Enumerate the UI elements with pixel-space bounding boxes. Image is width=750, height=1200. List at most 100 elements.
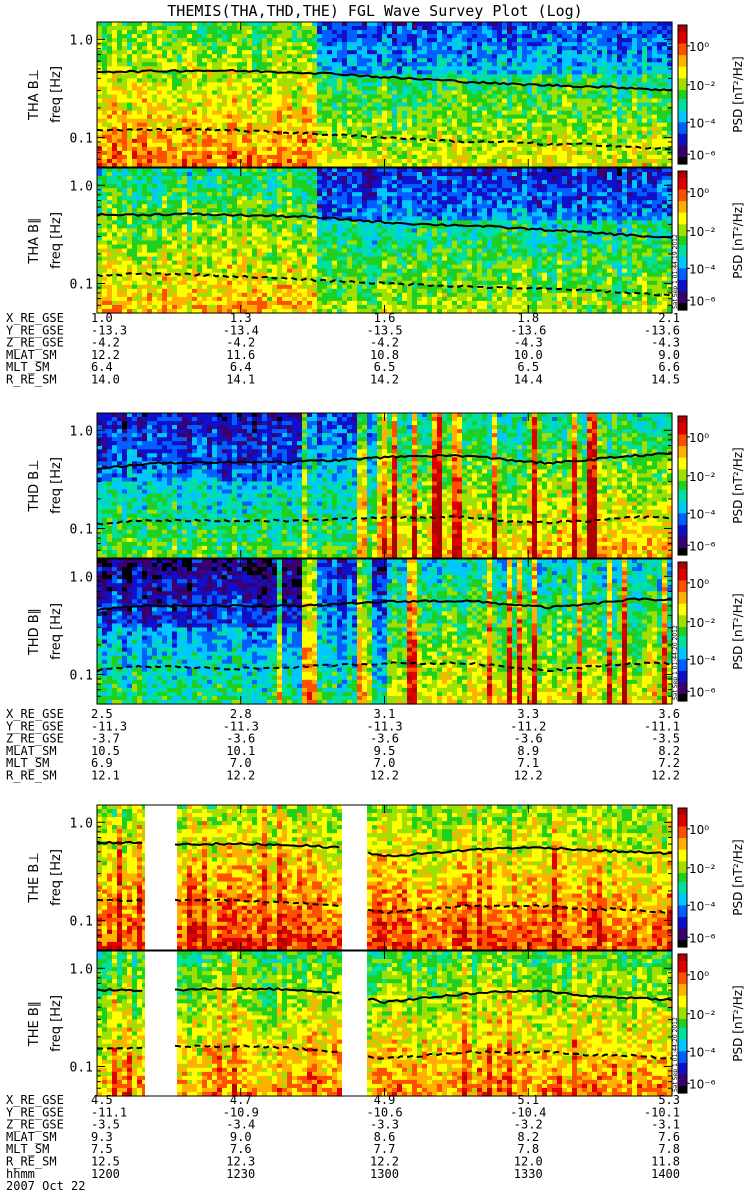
- spectrogram-cell: [567, 50, 573, 55]
- spectrogram-cell: [192, 111, 198, 116]
- spectrogram-cell: [647, 78, 653, 83]
- spectrogram-cell: [662, 58, 668, 63]
- spectrogram-cell: [582, 155, 588, 160]
- spectrogram-cell: [137, 42, 143, 47]
- spectrogram-cell: [102, 224, 108, 229]
- spectrogram-cell: [187, 208, 193, 213]
- spectrogram-cell: [167, 74, 173, 79]
- spectrogram-cell: [187, 184, 193, 189]
- spectrogram-cell: [412, 26, 418, 31]
- spectrogram-cell: [397, 54, 403, 59]
- spectrogram-cell: [102, 208, 108, 213]
- spectrogram-cell: [107, 224, 113, 229]
- spectrogram-cell: [372, 115, 378, 120]
- spectrogram-cell: [222, 95, 228, 100]
- spectrogram-cell: [167, 50, 173, 55]
- spectrogram-cell: [107, 168, 113, 173]
- spectrogram-cell: [527, 58, 533, 63]
- spectrogram-cell: [287, 50, 293, 55]
- spectrogram-cell: [662, 30, 668, 35]
- spectrogram-cell: [522, 38, 528, 43]
- spectrogram-cell: [107, 26, 113, 31]
- spectrogram-cell: [582, 90, 588, 95]
- spectrogram-cell: [407, 42, 413, 47]
- spectrogram-cell: [557, 159, 563, 164]
- spectrogram-cell: [587, 111, 593, 116]
- spectrogram-cell: [432, 74, 438, 79]
- spectrogram-cell: [147, 285, 153, 290]
- spectrogram-cell: [292, 42, 298, 47]
- spectrogram-cell: [297, 54, 303, 59]
- spectrogram-cell: [402, 38, 408, 43]
- spectrogram-cell: [142, 26, 148, 31]
- spectrogram-cell: [397, 50, 403, 55]
- spectrogram-cell: [287, 58, 293, 63]
- spectrogram-cell: [112, 253, 118, 258]
- spectrogram-cell: [222, 147, 228, 152]
- spectrogram-cell: [162, 192, 168, 197]
- spectrogram-cell: [332, 119, 338, 124]
- spectrogram-cell: [227, 159, 233, 164]
- spectrogram-cell: [612, 131, 618, 136]
- spectrogram-cell: [302, 103, 308, 108]
- spectrogram-cell: [122, 54, 128, 59]
- spectrogram-cell: [512, 78, 518, 83]
- spectrogram-cell: [162, 62, 168, 67]
- spectrogram-cell: [472, 131, 478, 136]
- spectrogram-cell: [627, 50, 633, 55]
- spectrogram-cell: [342, 107, 348, 112]
- spectrogram-cell: [612, 135, 618, 140]
- spectrogram-cell: [602, 115, 608, 120]
- spectrogram-cell: [432, 50, 438, 55]
- spectrogram-cell: [127, 257, 133, 262]
- spectrogram-cell: [412, 62, 418, 67]
- spectrogram-cell: [432, 143, 438, 148]
- spectrogram-cell: [322, 115, 328, 120]
- spectrogram-cell: [442, 147, 448, 152]
- spectrogram-cell: [137, 261, 143, 266]
- spectrogram-cell: [162, 261, 168, 266]
- spectrogram-cell: [547, 155, 553, 160]
- spectrogram-cell: [382, 95, 388, 100]
- spectrogram-cell: [177, 147, 183, 152]
- spectrogram-cell: [352, 99, 358, 104]
- spectrogram-cell: [432, 66, 438, 71]
- spectrogram-cell: [392, 115, 398, 120]
- spectrogram-cell: [147, 301, 153, 306]
- spectrogram-cell: [122, 74, 128, 79]
- spectrogram-cell: [202, 151, 208, 156]
- spectrogram-cell: [497, 143, 503, 148]
- spectrogram-cell: [482, 119, 488, 124]
- spectrogram-cell: [157, 216, 163, 221]
- spectrogram-cell: [187, 34, 193, 39]
- spectrogram-cell: [497, 62, 503, 67]
- spectrogram-cell: [132, 38, 138, 43]
- spectrogram-cell: [397, 82, 403, 87]
- spectrogram-cell: [362, 143, 368, 148]
- spectrogram-cell: [277, 151, 283, 156]
- spectrogram-cell: [307, 147, 313, 152]
- spectrogram-cell: [607, 147, 613, 152]
- spectrogram-cell: [647, 38, 653, 43]
- spectrogram-cell: [322, 143, 328, 148]
- spectrogram-cell: [167, 82, 173, 87]
- spectrogram-cell: [192, 135, 198, 140]
- spectrogram-cell: [222, 46, 228, 51]
- spectrogram-cell: [367, 127, 373, 132]
- spectrogram-cell: [322, 30, 328, 35]
- spectrogram-cell: [532, 103, 538, 108]
- spectrogram-cell: [462, 143, 468, 148]
- spectrogram-cell: [337, 103, 343, 108]
- spectrogram-cell: [572, 151, 578, 156]
- spectrogram-cell: [197, 78, 203, 83]
- spectrogram-cell: [447, 50, 453, 55]
- spectrogram-cell: [172, 143, 178, 148]
- spectrogram-cell: [597, 54, 603, 59]
- spectrogram-cell: [332, 30, 338, 35]
- spectrogram-cell: [597, 62, 603, 67]
- spectrogram-cell: [147, 82, 153, 87]
- spectrogram-cell: [422, 86, 428, 91]
- spectrogram-cell: [137, 151, 143, 156]
- spectrogram-cell: [162, 123, 168, 128]
- spectrogram-cell: [582, 70, 588, 75]
